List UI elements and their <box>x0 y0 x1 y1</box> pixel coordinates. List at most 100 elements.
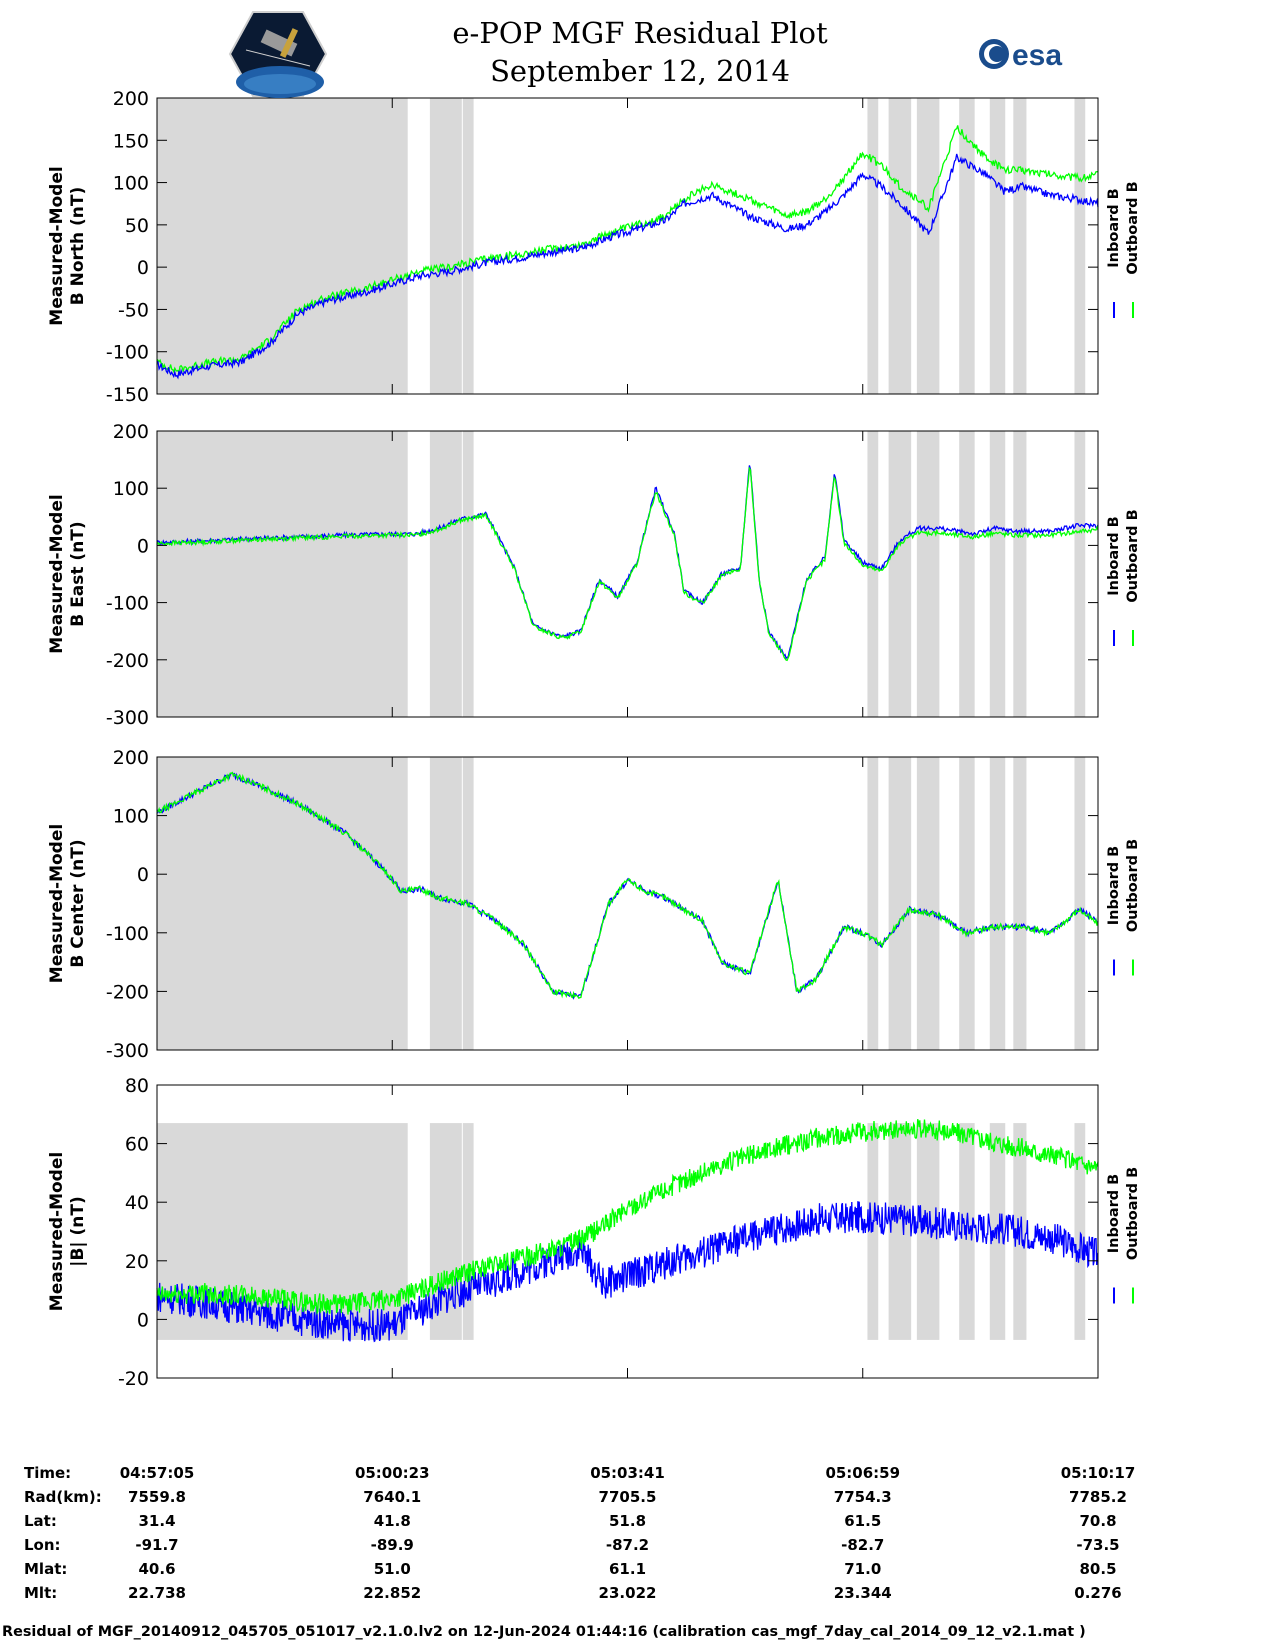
shaded-region <box>916 98 940 394</box>
shaded-region <box>888 98 912 394</box>
info-cell: 7705.5 <box>598 1488 657 1506</box>
shaded-region <box>959 98 975 394</box>
legend-inboard-label: Inboard B <box>1106 188 1122 267</box>
y-axis-label-line-2: B North (nT) <box>68 187 88 306</box>
y-tick-label: -150 <box>106 384 149 406</box>
y-tick-label: 40 <box>125 1192 149 1214</box>
y-tick-label: -20 <box>118 1368 149 1390</box>
y-tick-label: -200 <box>106 981 149 1003</box>
y-tick-label: 150 <box>113 130 149 152</box>
y-tick-label: -100 <box>106 923 149 945</box>
info-cell: 7559.8 <box>128 1488 186 1506</box>
shaded-region <box>1074 431 1086 717</box>
shaded-region <box>1074 98 1086 394</box>
shaded-region <box>916 431 940 717</box>
info-cell: 05:06:59 <box>825 1464 901 1482</box>
y-tick-label: 100 <box>113 806 149 828</box>
info-row-label: Mlat: <box>24 1560 68 1578</box>
y-tick-label: 0 <box>137 864 149 886</box>
info-cell: 80.5 <box>1079 1560 1117 1578</box>
shaded-region <box>157 98 408 394</box>
shaded-region <box>157 431 408 717</box>
y-tick-label: 0 <box>137 257 149 279</box>
y-tick-label: -200 <box>106 650 149 672</box>
legend-inboard-label: Inboard B <box>1106 516 1122 595</box>
legend-outboard-label: Outboard B <box>1125 1167 1141 1260</box>
shaded-region <box>959 431 975 717</box>
shaded-region <box>1013 757 1027 1050</box>
y-axis-label-line-1: Measured-Model <box>47 1152 67 1311</box>
shaded-region <box>157 757 408 1050</box>
y-axis-label: Measured-ModelB Center (nT) <box>47 824 88 983</box>
shaded-region <box>888 1123 912 1340</box>
shaded-region <box>959 757 975 1050</box>
info-cell: 61.5 <box>844 1512 882 1530</box>
title-line-1: e-POP MGF Residual Plot <box>452 16 828 50</box>
info-cell: 05:10:17 <box>1060 1464 1136 1482</box>
info-cell: 40.6 <box>138 1560 176 1578</box>
info-row-label: Time: <box>24 1464 72 1482</box>
series-line-inboard <box>156 153 1099 380</box>
y-tick-label: 100 <box>113 173 149 195</box>
y-tick-label: -300 <box>106 707 149 729</box>
y-axis-label-line-1: Measured-Model <box>47 824 67 983</box>
y-axis-label-line-2: |B| (nT) <box>68 1196 88 1267</box>
y-axis-label: Measured-ModelB East (nT) <box>47 494 88 653</box>
info-cell: 22.852 <box>363 1584 422 1602</box>
shaded-region <box>1013 98 1027 394</box>
info-cell: 04:57:05 <box>119 1464 195 1482</box>
info-cell: 23.022 <box>598 1584 657 1602</box>
shaded-region <box>989 98 1006 394</box>
shaded-region <box>989 1123 1006 1340</box>
cassiope-satellite-logo <box>228 11 328 98</box>
y-tick-label: 200 <box>113 747 149 769</box>
info-cell: 7640.1 <box>363 1488 422 1506</box>
y-tick-label: 60 <box>125 1134 149 1156</box>
panel-3: -300 -200 -100 0 100 200 Measured-ModelB Cente… <box>47 747 1141 1062</box>
series-line-outboard <box>156 771 1099 999</box>
y-axis-label: Measured-Model|B| (nT) <box>47 1152 88 1311</box>
info-cell: 51.0 <box>373 1560 411 1578</box>
info-cell: 51.8 <box>608 1512 647 1530</box>
info-cell: 22.738 <box>128 1584 186 1602</box>
info-cell: 41.8 <box>373 1512 411 1530</box>
info-cell: 61.1 <box>608 1560 647 1578</box>
shaded-region <box>867 431 879 717</box>
info-cell: -89.9 <box>370 1536 414 1554</box>
footer-caption: Residual of MGF_20140912_045705_051017_v… <box>2 1624 1086 1640</box>
info-row-label: Lon: <box>24 1536 61 1554</box>
shaded-region <box>429 757 462 1050</box>
info-cell: 05:03:41 <box>590 1464 665 1482</box>
shaded-region <box>916 757 940 1050</box>
shaded-region <box>888 431 912 717</box>
legend-outboard-label: Outboard B <box>1125 181 1141 274</box>
legend-inboard-label: Inboard B <box>1106 1174 1122 1253</box>
info-cell: -87.2 <box>605 1536 650 1554</box>
series-line-outboard <box>156 466 1099 662</box>
y-axis-label-line-1: Measured-Model <box>47 166 67 325</box>
y-axis-label-line-2: B Center (nT) <box>68 839 88 967</box>
y-tick-label: 20 <box>125 1251 149 1273</box>
info-cell: 7754.3 <box>833 1488 892 1506</box>
y-tick-label: -50 <box>118 299 149 321</box>
shaded-region <box>429 431 462 717</box>
info-row-label: Rad(km): <box>24 1488 102 1506</box>
y-axis-label-line-2: B East (nT) <box>68 521 88 626</box>
info-cell: -91.7 <box>135 1536 179 1554</box>
info-cell: 23.344 <box>833 1584 892 1602</box>
y-tick-label: 200 <box>113 421 149 443</box>
shaded-region <box>867 98 879 394</box>
legend-outboard-label: Outboard B <box>1125 839 1141 932</box>
info-cell: 0.276 <box>1074 1584 1122 1602</box>
esa-logo: esa <box>979 39 1062 72</box>
series-line-inboard <box>156 1201 1099 1343</box>
info-cell: 7785.2 <box>1069 1488 1127 1506</box>
y-axis-label-line-1: Measured-Model <box>47 494 67 653</box>
shaded-region <box>462 1123 474 1340</box>
shaded-region <box>429 98 462 394</box>
y-tick-label: -100 <box>106 593 149 615</box>
shaded-region <box>1074 1123 1086 1340</box>
info-row-label: Lat: <box>24 1512 57 1530</box>
y-tick-label: 0 <box>137 535 149 557</box>
